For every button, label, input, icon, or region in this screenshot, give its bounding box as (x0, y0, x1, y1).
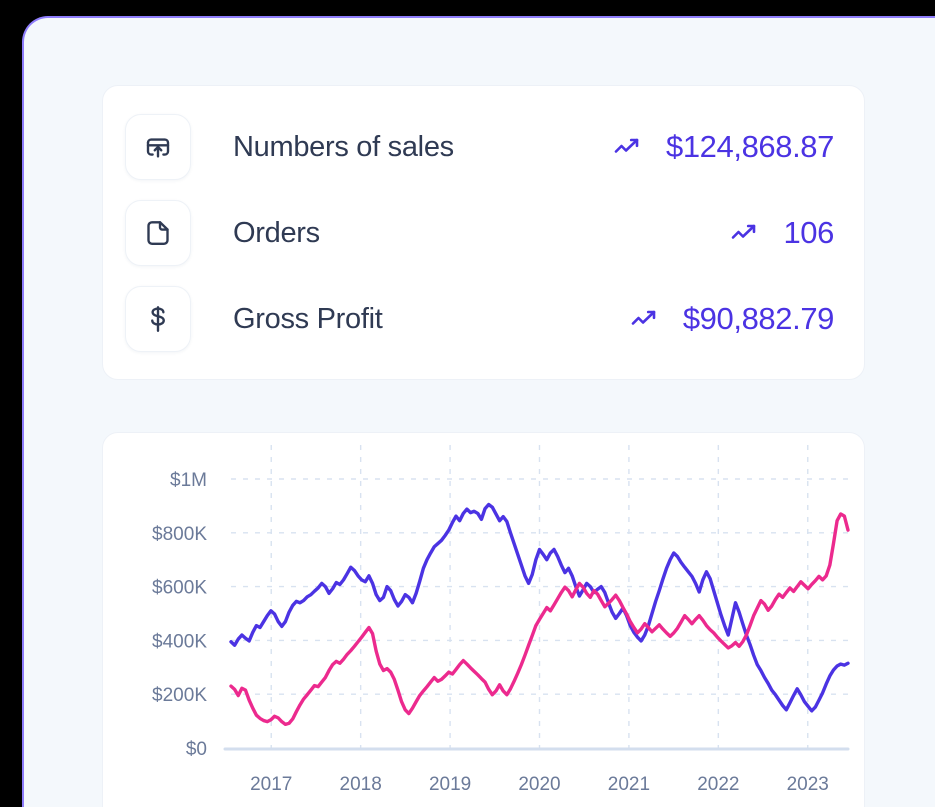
kpi-row-numbers-of-sales[interactable]: Numbers of sales $124,868.87 (125, 104, 834, 190)
chart-svg: $0$200K$400K$600K$800K$1M 2017 2018 2019 20… (152, 445, 850, 795)
kpi-label: Gross Profit (233, 302, 383, 335)
app-root: Numbers of sales $124,868.87 Orders (22, 16, 935, 807)
y-axis-tick-labels: $0 $200K $400K $600K $800K $1M (152, 470, 207, 760)
x-axis-tick: 2023 (787, 774, 829, 795)
kpi-label: Orders (233, 216, 320, 249)
sales-trend-chart-card: $0 $200K $400K $600K $800K $1M 2017 2018 2019 20… (102, 432, 865, 807)
dollar-sign-icon (125, 286, 191, 352)
x-axis-tick: 2021 (608, 774, 650, 795)
file-document-icon (125, 200, 191, 266)
kpi-row-orders[interactable]: Orders 106 (125, 190, 834, 276)
x-axis-tick: 2017 (250, 774, 292, 795)
y-axis-tick: $0 (186, 739, 207, 760)
chart-series (229, 502, 850, 727)
x-axis-tick: 2020 (518, 774, 560, 795)
y-axis-tick: $600K (152, 578, 207, 599)
kpi-value-group: $90,882.79 (631, 301, 834, 337)
trending-up-icon (631, 309, 661, 329)
kpi-row-gross-profit[interactable]: Gross Profit $90,882.79 (125, 276, 834, 362)
y-axis-tick: $800K (152, 524, 207, 545)
trending-up-icon (614, 137, 644, 157)
kpi-value-group: $124,868.87 (614, 129, 834, 165)
y-axis-tick: $1M (170, 470, 207, 491)
kpi-value: $124,868.87 (666, 129, 834, 164)
trending-up-icon (731, 223, 761, 243)
x-axis-tick: 2018 (340, 774, 382, 795)
kpi-label: Numbers of sales (233, 130, 454, 163)
chart-gridlines (231, 445, 848, 748)
kpi-value: 106 (783, 215, 834, 250)
kpi-summary-card: Numbers of sales $124,868.87 Orders (102, 85, 865, 380)
y-axis-tick: $400K (152, 631, 207, 652)
x-axis-tick-labels: 2017 2018 2019 2020 2021 2022 2023 (250, 774, 829, 795)
kpi-value: $90,882.79 (682, 301, 835, 336)
card-upload-icon (125, 114, 191, 180)
line-chart[interactable]: $0 $200K $400K $600K $800K $1M 2017 2018 2019 20… (103, 433, 864, 807)
x-axis-tick: 2022 (697, 774, 739, 795)
x-axis-tick: 2019 (429, 774, 471, 795)
y-axis-tick: $200K (152, 685, 207, 706)
kpi-value-group: 106 (731, 215, 834, 251)
